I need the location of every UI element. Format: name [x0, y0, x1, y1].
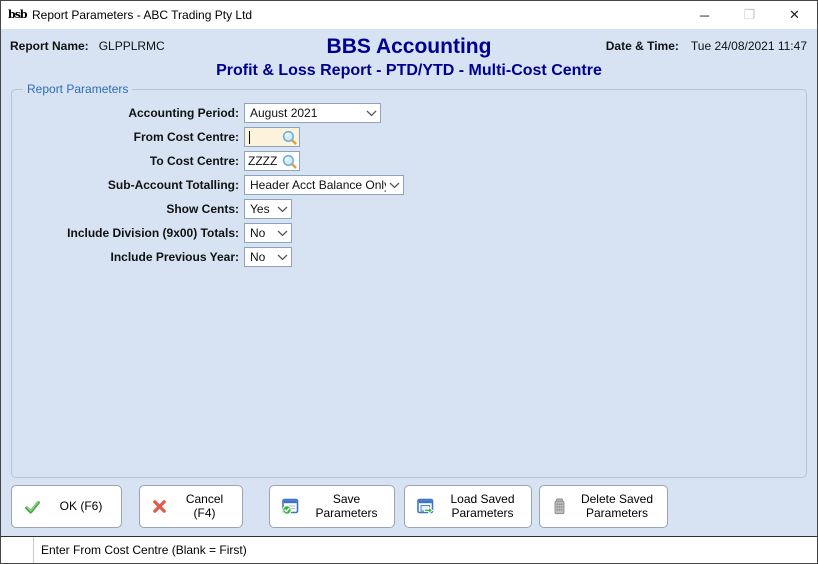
save-parameters-button[interactable]: Save Parameters	[269, 485, 395, 528]
report-name-value: GLPPLRMC	[98, 39, 165, 53]
ok-button[interactable]: OK (F6)	[11, 485, 122, 528]
include-previous-year-value: No	[250, 250, 266, 264]
delete-saved-parameters-label: Delete Saved Parameters	[580, 491, 654, 520]
sub-account-totalling-select[interactable]: Header Acct Balance Only	[244, 175, 404, 195]
save-icon	[282, 498, 299, 515]
bbs-app-icon: bsb	[8, 8, 28, 21]
sub-account-totalling-label: Sub-Account Totalling:	[107, 178, 239, 192]
chevron-down-icon	[366, 110, 377, 117]
minimize-button[interactable]: ─	[699, 7, 710, 23]
accounting-period-row: Accounting Period: August 2021	[12, 103, 806, 123]
header: Report Name: GLPPLRMC BBS Accounting Date…	[1, 29, 817, 89]
chevron-down-icon	[389, 182, 400, 189]
to-cost-centre-label: To Cost Centre:	[149, 154, 239, 168]
to-cost-centre-value: ZZZZ	[248, 154, 278, 168]
from-cost-centre-field[interactable]	[244, 127, 300, 147]
title-bar: bsb Report Parameters - ABC Trading Pty …	[1, 1, 817, 29]
include-division-row: Include Division (9x00) Totals: No	[12, 223, 806, 243]
parameters-form: Accounting Period: August 2021 From Cost…	[12, 103, 806, 271]
sub-account-totalling-row: Sub-Account Totalling: Header Acct Balan…	[12, 175, 806, 195]
check-icon	[24, 499, 41, 515]
status-bar: Enter From Cost Centre (Blank = First)	[1, 536, 817, 563]
load-saved-parameters-label: Load Saved Parameters	[450, 491, 515, 520]
include-previous-year-label: Include Previous Year:	[110, 250, 239, 264]
include-division-value: No	[250, 226, 266, 240]
include-division-label: Include Division (9x00) Totals:	[67, 226, 239, 240]
show-cents-row: Show Cents: Yes	[12, 199, 806, 219]
window-title: Report Parameters - ABC Trading Pty Ltd	[32, 8, 253, 22]
report-parameters-groupbox: Report Parameters Accounting Period: Aug…	[11, 82, 807, 478]
cross-icon	[152, 499, 167, 514]
sub-account-totalling-value: Header Acct Balance Only	[250, 178, 386, 192]
window-controls: ─ ❐ ✕	[682, 1, 817, 29]
chevron-down-icon	[277, 230, 288, 237]
text-caret	[249, 130, 250, 144]
to-cost-centre-field[interactable]: ZZZZ	[244, 151, 300, 171]
maximize-button[interactable]: ❐	[743, 7, 756, 22]
datetime-label: Date & Time:	[605, 39, 679, 53]
include-division-select[interactable]: No	[244, 223, 292, 243]
trash-icon	[552, 498, 567, 515]
chevron-down-icon	[277, 254, 288, 261]
close-button[interactable]: ✕	[789, 7, 800, 22]
show-cents-label: Show Cents:	[166, 202, 239, 216]
report-name: Report Name: GLPPLRMC	[10, 39, 165, 53]
datetime: Date & Time: Tue 24/08/2021 11:47	[606, 39, 807, 53]
from-cost-centre-row: From Cost Centre:	[12, 127, 806, 147]
magnifier-icon[interactable]	[282, 130, 297, 145]
save-parameters-label: Save Parameters	[315, 491, 378, 520]
include-previous-year-select[interactable]: No	[244, 247, 292, 267]
load-saved-parameters-button[interactable]: Load Saved Parameters	[404, 485, 532, 528]
to-cost-centre-row: To Cost Centre: ZZZZ	[12, 151, 806, 171]
magnifier-icon[interactable]	[282, 154, 297, 169]
accounting-period-value: August 2021	[250, 106, 318, 120]
status-message: Enter From Cost Centre (Blank = First)	[41, 543, 247, 557]
app-title: BBS Accounting	[326, 35, 492, 58]
accounting-period-label: Accounting Period:	[128, 106, 239, 120]
accounting-period-select[interactable]: August 2021	[244, 103, 381, 123]
groupbox-legend: Report Parameters	[23, 82, 133, 96]
report-name-label: Report Name:	[10, 39, 89, 53]
cancel-button-label: Cancel (F4)	[185, 491, 224, 520]
status-cell	[1, 537, 34, 563]
chevron-down-icon	[277, 206, 288, 213]
delete-saved-parameters-button[interactable]: Delete Saved Parameters	[539, 485, 668, 528]
button-row: OK (F6) Cancel (F4) Save Parameters	[11, 485, 668, 528]
report-title: Profit & Loss Report - PTD/YTD - Multi-C…	[216, 62, 602, 79]
cancel-button[interactable]: Cancel (F4)	[139, 485, 243, 528]
load-icon	[417, 498, 434, 515]
datetime-value: Tue 24/08/2021 11:47	[690, 39, 807, 53]
include-previous-year-row: Include Previous Year: No	[12, 247, 806, 267]
show-cents-select[interactable]: Yes	[244, 199, 292, 219]
from-cost-centre-label: From Cost Centre:	[133, 130, 239, 144]
show-cents-value: Yes	[250, 202, 270, 216]
ok-button-label: OK (F6)	[59, 498, 103, 513]
